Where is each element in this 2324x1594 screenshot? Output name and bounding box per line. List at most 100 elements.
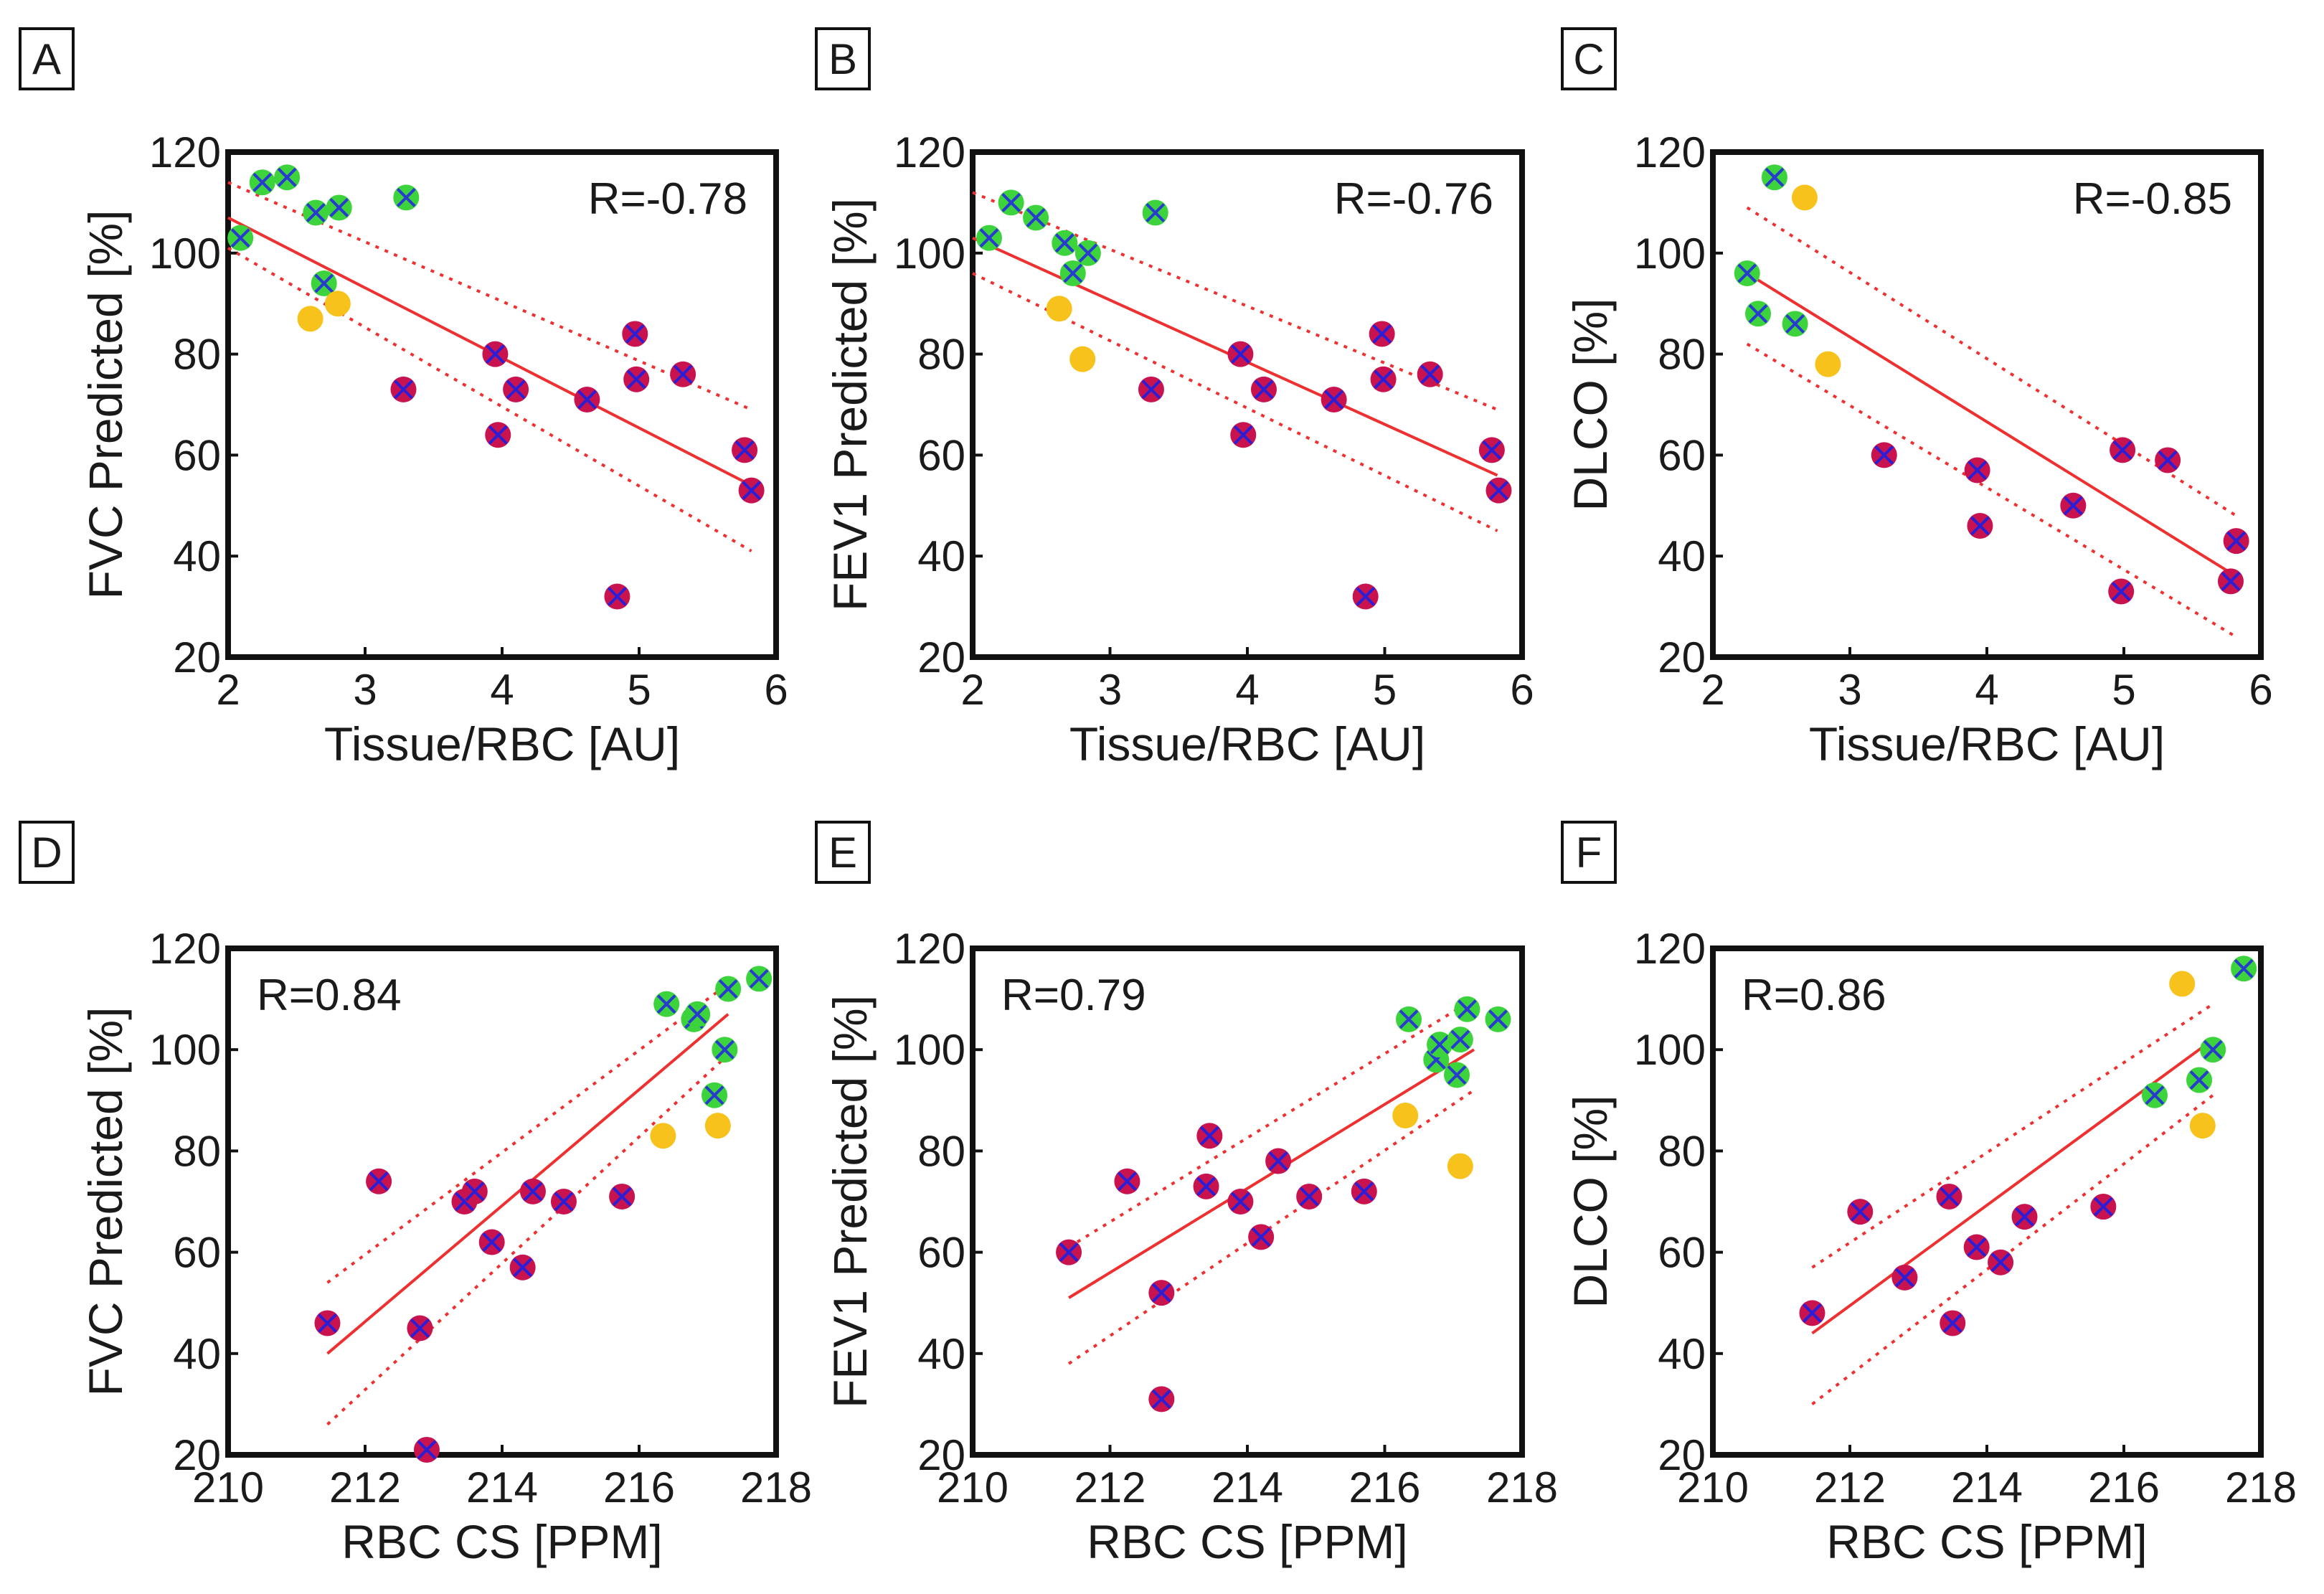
point-cross-marker xyxy=(1001,192,1021,212)
point-cross-marker xyxy=(2111,582,2131,601)
point-cross-marker xyxy=(482,1232,502,1252)
y-tick-label: 80 xyxy=(917,331,965,379)
point-cross-marker xyxy=(318,1314,337,1333)
y-tick-label: 60 xyxy=(917,431,965,479)
point-cross-marker xyxy=(1059,1242,1079,1263)
plot-frame xyxy=(970,149,1525,660)
y-tick-label: 100 xyxy=(149,1026,221,1074)
x-tick-label: 214 xyxy=(1951,1463,2023,1512)
panel-label: C xyxy=(1573,35,1604,83)
x-tick-label: 5 xyxy=(1373,666,1397,714)
point-cross-marker xyxy=(2063,496,2083,516)
point-cross-marker xyxy=(734,440,755,460)
correlation-label: R=-0.76 xyxy=(1334,174,1493,224)
panel-label-box xyxy=(815,821,871,884)
point-cross-marker xyxy=(369,1171,389,1192)
point-cross-marker xyxy=(1356,587,1376,606)
point-cross-marker xyxy=(1118,1171,1137,1192)
point-cross-marker xyxy=(329,198,349,217)
x-tick-label: 2 xyxy=(960,666,984,714)
data-point-yellow xyxy=(324,291,351,317)
panel-label: E xyxy=(828,829,857,877)
x-tick-label: 210 xyxy=(192,1463,264,1512)
point-cross-marker xyxy=(704,1085,724,1105)
panel-label: D xyxy=(31,829,62,877)
x-tick-label: 3 xyxy=(353,666,377,714)
correlation-label: R=0.84 xyxy=(257,971,402,1020)
x-axis-label: Tissue/RBC [AU] xyxy=(1809,717,2165,770)
point-cross-marker xyxy=(1374,369,1393,390)
y-tick-label: 80 xyxy=(1658,331,1706,379)
data-point-yellow xyxy=(1046,296,1072,322)
correlation-label: R=0.86 xyxy=(1742,971,1886,1020)
y-tick-label: 20 xyxy=(1658,633,1706,682)
panel-b: B 2 3 4 5 6 20 40 60 80 100 120 Tissue/RBC [AU] FEV1 … xyxy=(815,27,1534,770)
point-cross-marker xyxy=(577,390,597,410)
data-point-yellow xyxy=(1791,184,1818,211)
y-axis-label: FVC Predicted [%] xyxy=(79,210,132,600)
confidence-band-lower xyxy=(1067,1089,1475,1365)
y-axis-label: FEV1 Predicted [%] xyxy=(823,198,877,611)
x-tick-label: 214 xyxy=(466,1463,538,1512)
point-cross-marker xyxy=(1299,1187,1319,1207)
panel-label-box xyxy=(19,27,75,90)
x-axis-label: RBC CS [PPM] xyxy=(1826,1515,2147,1568)
point-cross-marker xyxy=(2226,531,2247,551)
y-axis-label: FVC Predicted [%] xyxy=(79,1007,132,1397)
point-cross-marker xyxy=(1874,445,1894,465)
panel-d: D 210 212 214 216 218 20 40 60 80 100 120 RBC CS [PP… xyxy=(19,821,812,1568)
point-cross-marker xyxy=(1054,233,1074,253)
confidence-band-upper xyxy=(1811,1002,2214,1269)
x-axis-label: Tissue/RBC [AU] xyxy=(324,717,680,770)
y-tick-label: 80 xyxy=(917,1127,965,1175)
point-cross-marker xyxy=(2221,571,2241,591)
data-point-yellow xyxy=(2189,1113,2216,1139)
point-cross-marker xyxy=(1372,324,1392,344)
point-cross-marker xyxy=(314,273,334,293)
point-cross-marker xyxy=(513,1258,533,1278)
x-tick-label: 2 xyxy=(216,666,240,714)
point-cross-marker xyxy=(252,172,273,192)
x-tick-label: 3 xyxy=(1838,666,1861,714)
x-tick-label: 216 xyxy=(603,1463,675,1512)
point-cross-marker xyxy=(523,1182,543,1202)
point-cross-marker xyxy=(1324,390,1344,410)
panel-label-box xyxy=(1561,27,1617,90)
y-tick-label: 20 xyxy=(1658,1431,1706,1479)
x-tick-label: 4 xyxy=(490,666,514,714)
y-tick-label: 80 xyxy=(1658,1127,1706,1175)
panel-e: E 210 212 214 216 218 20 40 60 80 100 120 RBC CS [PP… xyxy=(815,821,1558,1568)
point-cross-marker xyxy=(714,1039,734,1060)
y-tick-label: 40 xyxy=(173,1330,221,1378)
x-tick-label: 3 xyxy=(1098,666,1122,714)
y-tick-label: 120 xyxy=(149,128,221,176)
x-tick-label: 4 xyxy=(1235,666,1259,714)
x-tick-label: 216 xyxy=(2088,1463,2160,1512)
y-tick-label: 20 xyxy=(173,633,221,682)
y-tick-label: 100 xyxy=(894,230,965,278)
data-point-yellow xyxy=(1447,1153,1473,1179)
point-cross-marker xyxy=(2093,1197,2113,1217)
panel-label: A xyxy=(32,35,61,83)
confidence-band-upper xyxy=(326,982,729,1284)
point-cross-marker xyxy=(486,344,505,364)
point-cross-marker xyxy=(608,587,627,606)
panel-f: F 210 212 214 216 218 20 40 60 80 100 120 RBC CS [PP… xyxy=(1561,821,2297,1568)
point-cross-marker xyxy=(506,379,526,400)
point-cross-marker xyxy=(1268,1151,1288,1171)
point-cross-marker xyxy=(394,379,413,400)
point-cross-marker xyxy=(1803,1303,1822,1323)
point-cross-marker xyxy=(1254,379,1274,400)
point-cross-marker xyxy=(1894,1268,1914,1288)
plot-frame xyxy=(225,149,779,660)
point-cross-marker xyxy=(1967,1237,1987,1257)
point-cross-marker xyxy=(465,1182,485,1202)
x-tick-label: 210 xyxy=(1677,1463,1749,1512)
correlation-label: R=0.79 xyxy=(1001,971,1146,1020)
point-cross-marker xyxy=(1785,313,1805,334)
point-cross-marker xyxy=(1748,303,1768,324)
panel-c: C 2 3 4 5 6 20 40 60 80 100 120 Tissue/RBC [AU] DLCO … xyxy=(1561,27,2273,770)
point-cross-marker xyxy=(554,1192,574,1212)
panel-label-box xyxy=(815,27,871,90)
